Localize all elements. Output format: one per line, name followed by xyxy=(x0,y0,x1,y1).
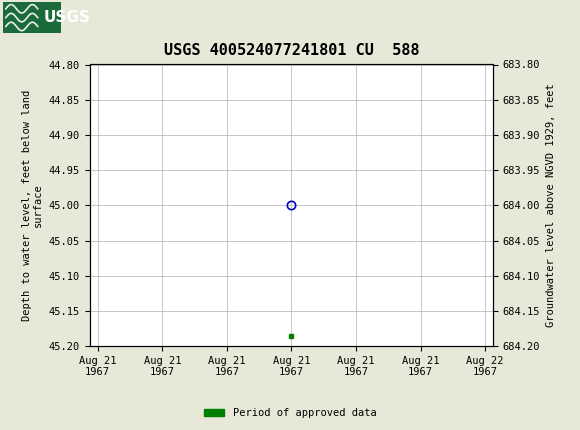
Title: USGS 400524077241801 CU  588: USGS 400524077241801 CU 588 xyxy=(164,43,419,58)
FancyBboxPatch shape xyxy=(3,2,61,34)
Y-axis label: Groundwater level above NGVD 1929, feet: Groundwater level above NGVD 1929, feet xyxy=(546,83,556,327)
Legend: Period of approved data: Period of approved data xyxy=(200,404,380,423)
Y-axis label: Depth to water level, feet below land
surface: Depth to water level, feet below land su… xyxy=(22,90,44,321)
Text: USGS: USGS xyxy=(44,10,90,25)
